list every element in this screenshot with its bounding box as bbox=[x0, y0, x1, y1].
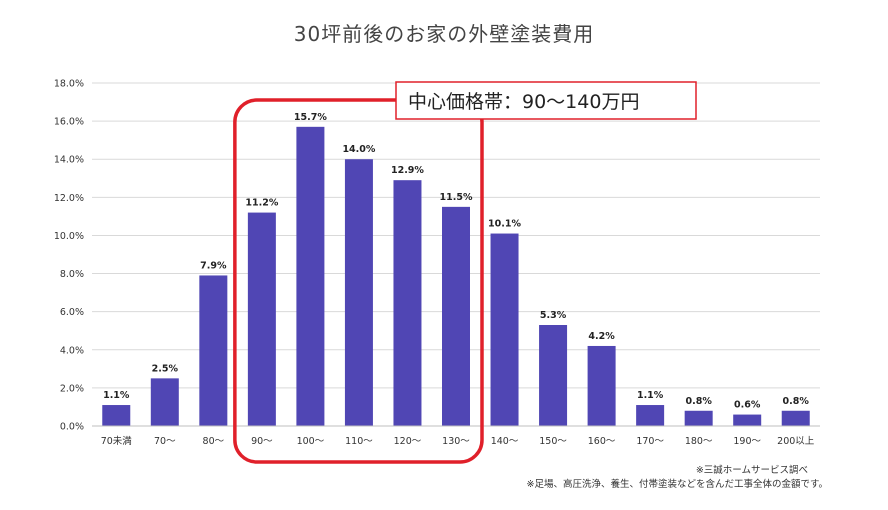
highlight-frame bbox=[233, 98, 484, 464]
highlight-label: 中心価格帯：90〜140万円 bbox=[408, 91, 639, 113]
bar bbox=[684, 410, 713, 426]
bar bbox=[490, 233, 519, 426]
bar bbox=[393, 180, 422, 426]
bar-value-label: 14.0% bbox=[342, 144, 375, 155]
x-tick-label: 100〜 bbox=[297, 436, 325, 447]
bar-value-label: 10.1% bbox=[488, 219, 521, 230]
bar bbox=[150, 378, 179, 426]
bar-value-label: 0.6% bbox=[734, 400, 761, 411]
bar bbox=[344, 159, 373, 426]
bar bbox=[296, 126, 325, 427]
y-tick-label: 18.0% bbox=[54, 79, 84, 90]
bar-value-label: 7.9% bbox=[200, 260, 227, 271]
x-tick-label: 70未満 bbox=[101, 435, 133, 447]
chart-title: 30坪前後のお家の外壁塗装費用 bbox=[293, 22, 595, 46]
x-tick-label: 90〜 bbox=[251, 436, 273, 447]
y-tick-label: 6.0% bbox=[60, 307, 84, 318]
source-note: ※三誠ホームサービス調べ bbox=[695, 465, 808, 476]
bar-value-label: 0.8% bbox=[685, 396, 712, 407]
x-tick-label: 130〜 bbox=[442, 436, 470, 447]
bar-value-label: 4.2% bbox=[588, 331, 615, 342]
x-tick-label: 110〜 bbox=[345, 436, 373, 447]
bar bbox=[539, 325, 568, 426]
disclaimer-note: ※足場、高圧洗浄、養生、付帯塗装などを含んだ工事全体の金額です。 bbox=[526, 479, 828, 490]
x-tick-label: 140〜 bbox=[491, 436, 519, 447]
bar-value-label: 2.5% bbox=[152, 363, 179, 374]
bar-value-label: 1.1% bbox=[637, 390, 664, 401]
y-tick-label: 0.0% bbox=[60, 422, 84, 433]
y-tick-label: 10.0% bbox=[54, 231, 84, 242]
bar-value-label: 12.9% bbox=[391, 165, 424, 176]
highlight-group: 中心価格帯：90〜140万円 bbox=[233, 81, 697, 464]
bar bbox=[636, 405, 665, 426]
bar bbox=[442, 206, 470, 426]
x-tick-label: 120〜 bbox=[394, 436, 422, 447]
x-axis: 70未満 70〜 80〜 90〜 100〜 110〜 120〜 130〜 140〜 150〜 160… bbox=[92, 425, 820, 447]
bar-value-label: 15.7% bbox=[294, 112, 327, 123]
y-tick-label: 8.0% bbox=[60, 269, 84, 280]
y-tick-label: 16.0% bbox=[54, 117, 84, 128]
y-tick-label: 12.0% bbox=[54, 193, 84, 204]
bar bbox=[102, 405, 131, 426]
bars bbox=[102, 126, 810, 427]
y-tick-label: 14.0% bbox=[54, 155, 84, 166]
bar-value-label: 0.8% bbox=[783, 396, 810, 407]
bar bbox=[199, 275, 228, 426]
bar-value-label: 11.2% bbox=[245, 198, 278, 209]
y-axis: 0.0% 2.0% 4.0% 6.0% 8.0% 10.0% 12.0% 14.0% 16.0%… bbox=[54, 79, 84, 433]
x-tick-label: 200以上 bbox=[777, 436, 815, 447]
bar bbox=[781, 410, 810, 426]
y-tick-label: 4.0% bbox=[60, 345, 84, 356]
x-tick-label: 160〜 bbox=[588, 436, 616, 447]
highlight-label-box bbox=[395, 81, 697, 120]
x-tick-label: 80〜 bbox=[203, 436, 225, 447]
bar bbox=[587, 345, 616, 426]
bar-value-label: 1.1% bbox=[103, 390, 130, 401]
x-tick-label: 70〜 bbox=[154, 436, 176, 447]
value-labels: 1.1% 2.5% 7.9% 11.2% 15.7% 14.0% 12.9% 11.5% 10.… bbox=[103, 112, 809, 411]
bar bbox=[247, 212, 276, 426]
x-tick-label: 190〜 bbox=[733, 436, 761, 447]
x-tick-label: 180〜 bbox=[685, 436, 713, 447]
bar-value-label: 11.5% bbox=[440, 192, 473, 203]
x-tick-label: 150〜 bbox=[539, 436, 567, 447]
bar-value-label: 5.3% bbox=[540, 310, 567, 321]
bar bbox=[733, 414, 762, 426]
y-tick-label: 2.0% bbox=[60, 383, 84, 394]
x-tick-label: 170〜 bbox=[636, 436, 664, 447]
